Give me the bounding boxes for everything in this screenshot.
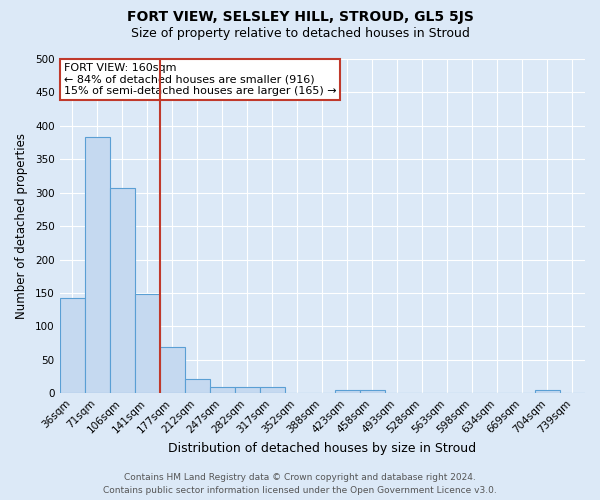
Bar bbox=[535, 390, 560, 394]
Bar bbox=[110, 188, 134, 394]
Bar bbox=[134, 294, 160, 394]
Text: FORT VIEW, SELSLEY HILL, STROUD, GL5 5JS: FORT VIEW, SELSLEY HILL, STROUD, GL5 5JS bbox=[127, 10, 473, 24]
Bar bbox=[85, 137, 110, 394]
Bar bbox=[209, 388, 235, 394]
Y-axis label: Number of detached properties: Number of detached properties bbox=[15, 133, 28, 319]
Bar bbox=[235, 388, 260, 394]
Text: Contains HM Land Registry data © Crown copyright and database right 2024.
Contai: Contains HM Land Registry data © Crown c… bbox=[103, 473, 497, 495]
Text: Size of property relative to detached houses in Stroud: Size of property relative to detached ho… bbox=[131, 28, 469, 40]
Bar bbox=[185, 378, 209, 394]
X-axis label: Distribution of detached houses by size in Stroud: Distribution of detached houses by size … bbox=[168, 442, 476, 455]
Bar bbox=[335, 390, 360, 394]
Text: FORT VIEW: 160sqm
← 84% of detached houses are smaller (916)
15% of semi-detache: FORT VIEW: 160sqm ← 84% of detached hous… bbox=[64, 63, 337, 96]
Bar bbox=[59, 298, 85, 394]
Bar bbox=[260, 388, 285, 394]
Bar bbox=[160, 346, 185, 394]
Bar bbox=[360, 390, 385, 394]
